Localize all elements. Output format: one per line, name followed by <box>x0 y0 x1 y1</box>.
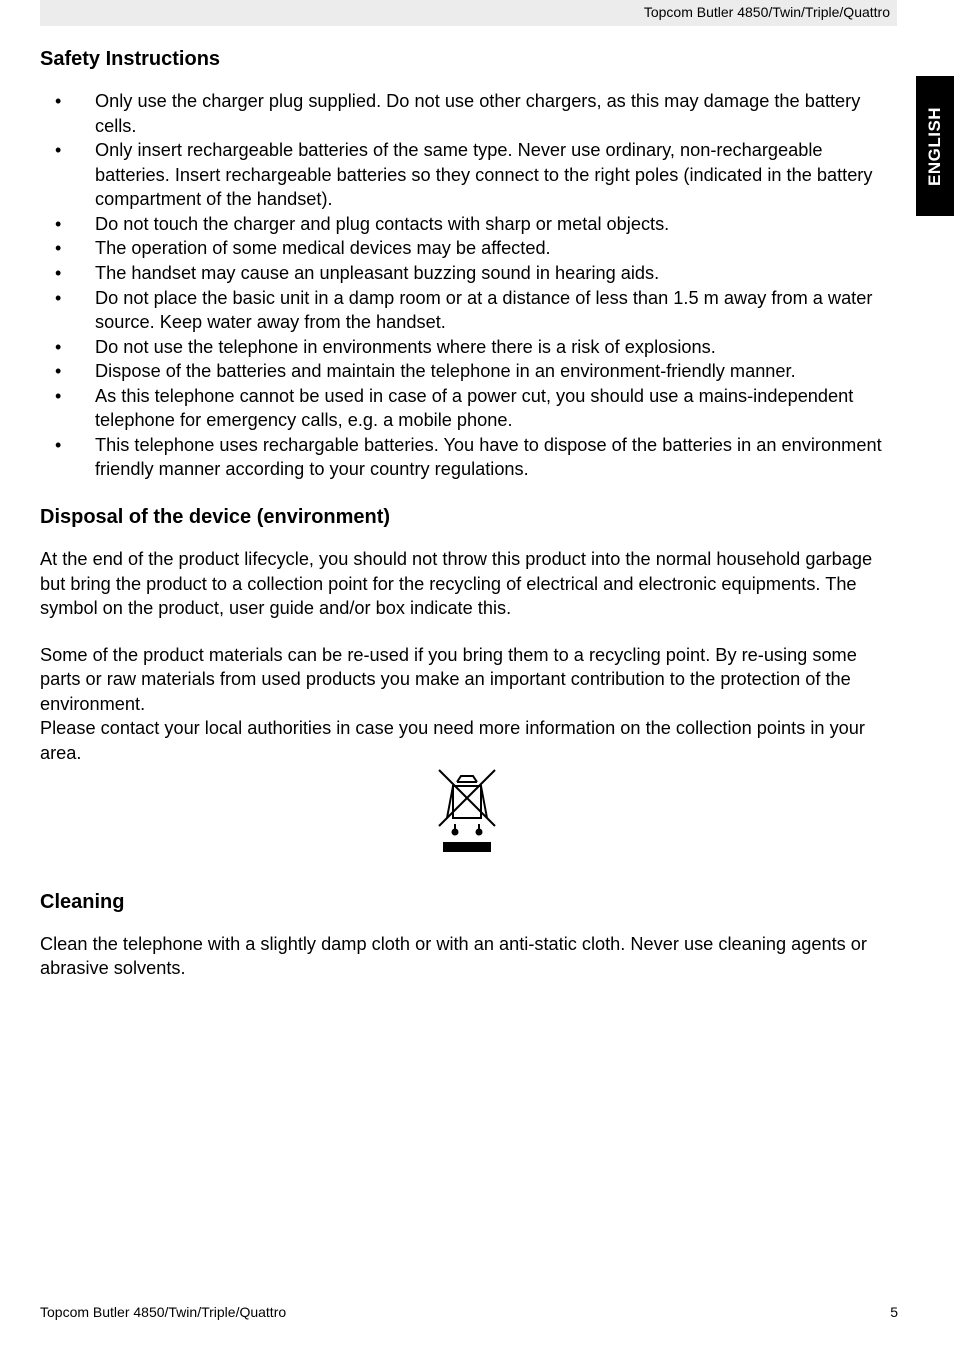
list-item: The handset may cause an unpleasant buzz… <box>40 261 894 286</box>
weee-symbol-wrap <box>40 764 894 861</box>
footer-left-text: Topcom Butler 4850/Twin/Triple/Quattro <box>40 1304 286 1320</box>
header-strip: Topcom Butler 4850/Twin/Triple/Quattro <box>40 0 897 26</box>
cleaning-heading: Cleaning <box>40 891 894 914</box>
list-item: Dispose of the batteries and maintain th… <box>40 359 894 384</box>
cleaning-para: Clean the telephone with a slightly damp… <box>40 932 894 981</box>
disposal-heading: Disposal of the device (environment) <box>40 506 894 529</box>
list-item: Do not touch the charger and plug contac… <box>40 212 894 237</box>
page: Topcom Butler 4850/Twin/Triple/Quattro E… <box>0 0 954 1350</box>
list-item: This telephone uses rechargable batterie… <box>40 433 894 482</box>
main-content: Safety Instructions Only use the charger… <box>40 48 894 1003</box>
disposal-para-2: Some of the product materials can be re-… <box>40 643 894 766</box>
list-item: Do not use the telephone in environments… <box>40 335 894 360</box>
list-item: The operation of some medical devices ma… <box>40 236 894 261</box>
list-item: Only insert rechargeable batteries of th… <box>40 138 894 212</box>
footer-left: Topcom Butler 4850/Twin/Triple/Quattro <box>40 1304 286 1320</box>
disposal-para-1: At the end of the product lifecycle, you… <box>40 547 894 621</box>
list-item: As this telephone cannot be used in case… <box>40 384 894 433</box>
list-item: Do not place the basic unit in a damp ro… <box>40 286 894 335</box>
header-product-text: Topcom Butler 4850/Twin/Triple/Quattro <box>644 4 890 20</box>
weee-icon <box>433 764 501 856</box>
footer-page-number: 5 <box>890 1304 898 1320</box>
list-item: Only use the charger plug supplied. Do n… <box>40 89 894 138</box>
language-tab: ENGLISH <box>916 76 954 216</box>
safety-list: Only use the charger plug supplied. Do n… <box>40 89 894 482</box>
safety-heading: Safety Instructions <box>40 48 894 71</box>
footer-right-text: 5 <box>890 1304 898 1320</box>
language-tab-label: ENGLISH <box>925 106 945 185</box>
